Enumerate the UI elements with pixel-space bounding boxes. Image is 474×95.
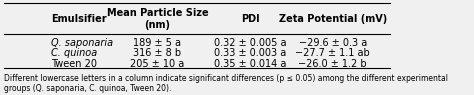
Text: Mean Particle Size
(nm): Mean Particle Size (nm)	[107, 8, 208, 30]
Text: 316 ± 8 b: 316 ± 8 b	[133, 48, 182, 58]
Text: Zeta Potential (mV): Zeta Potential (mV)	[279, 14, 387, 24]
Text: Tween 20: Tween 20	[51, 59, 97, 69]
Text: Q. saponaria: Q. saponaria	[51, 38, 113, 48]
Text: −27.7 ± 1.1 ab: −27.7 ± 1.1 ab	[295, 48, 370, 58]
Text: 189 ± 5 a: 189 ± 5 a	[134, 38, 182, 48]
Text: −29.6 ± 0.3 a: −29.6 ± 0.3 a	[299, 38, 367, 48]
Text: 0.33 ± 0.003 a: 0.33 ± 0.003 a	[214, 48, 286, 58]
Text: 205 ± 10 a: 205 ± 10 a	[130, 59, 184, 69]
Text: C. quinoa: C. quinoa	[51, 48, 98, 58]
Text: 0.32 ± 0.005 a: 0.32 ± 0.005 a	[214, 38, 286, 48]
Text: Emulsifier: Emulsifier	[51, 14, 107, 24]
Text: −26.0 ± 1.2 b: −26.0 ± 1.2 b	[298, 59, 367, 69]
Text: Different lowercase letters in a column indicate significant differences (p ≤ 0.: Different lowercase letters in a column …	[4, 74, 448, 93]
Text: PDI: PDI	[241, 14, 259, 24]
Text: 0.35 ± 0.014 a: 0.35 ± 0.014 a	[214, 59, 286, 69]
